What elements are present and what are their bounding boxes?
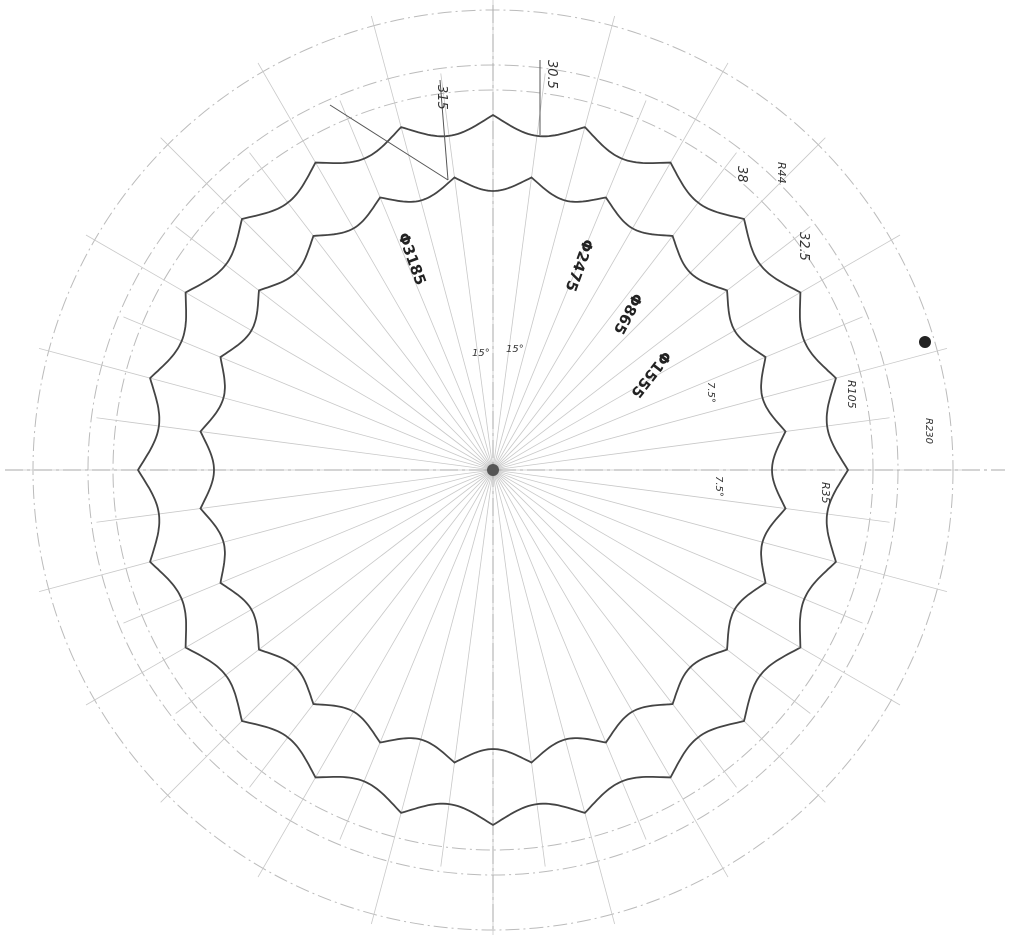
radial-line [492,347,948,471]
dimension-label: R105 [845,380,858,409]
radial-line [175,469,494,714]
dimension-label: Φ3185 [394,230,430,287]
radial-line [492,316,863,471]
radial-line [440,469,494,867]
radial-line [96,417,494,471]
radial-line [492,469,811,714]
radial-line [492,469,901,706]
radial-line [440,73,494,471]
radial-line [38,469,494,593]
center-mark [487,464,499,476]
radial-line [249,469,494,788]
radial-line [492,234,901,471]
radial-line [123,316,494,471]
radial-line [249,152,494,471]
radial-line [370,15,494,471]
radial-line [492,469,647,840]
radial-line [492,469,737,788]
radial-line [175,226,494,471]
radial-line [492,469,863,624]
radial-line [492,469,546,867]
radial-line [160,469,494,803]
dimension-label: R35 [819,482,832,504]
dimension-line [439,79,449,181]
radial-line [492,469,616,925]
radial-line [492,469,890,523]
dimension-label: 38 [734,166,749,183]
radial-line [492,469,729,878]
radial-line [339,469,494,840]
radial-line [257,62,494,471]
dimension-label: Φ1555 [627,348,675,402]
angle-label: 7.5° [713,476,724,497]
radial-line [492,62,729,471]
radial-line [257,469,494,878]
radial-line [492,417,890,471]
angle-label: 15° [506,344,524,355]
dimension-label: 30.5 [544,60,559,89]
radial-line [370,469,494,925]
radial-line [492,469,826,803]
dimension-label: Φ2475 [562,237,598,294]
ink-spot [919,336,931,348]
dimension-label: 315 [434,85,449,110]
radial-line [339,100,494,471]
radial-line [123,469,494,624]
radial-line [38,347,494,471]
geometry [5,0,1005,935]
radial-line [96,469,494,523]
radial-line [85,234,494,471]
radial-line [492,469,948,593]
angle-label: 7.5° [705,382,716,403]
radial-line [492,73,546,471]
radial-line [492,15,616,471]
radial-line [492,152,737,471]
dimension-label: R44 [775,162,788,184]
dimension-label: 32.5 [796,232,811,261]
radial-line [492,100,647,471]
radial-line [492,137,826,471]
radial-line [492,226,811,471]
dimension-label: Φ865 [610,290,647,337]
angle-label: 15° [472,348,490,359]
inner-profile [199,176,787,764]
radial-line [160,137,494,471]
radial-line [85,469,494,706]
dimension-line [329,104,449,181]
outer-profile [136,113,850,827]
dimension-label: R230 [923,418,934,444]
